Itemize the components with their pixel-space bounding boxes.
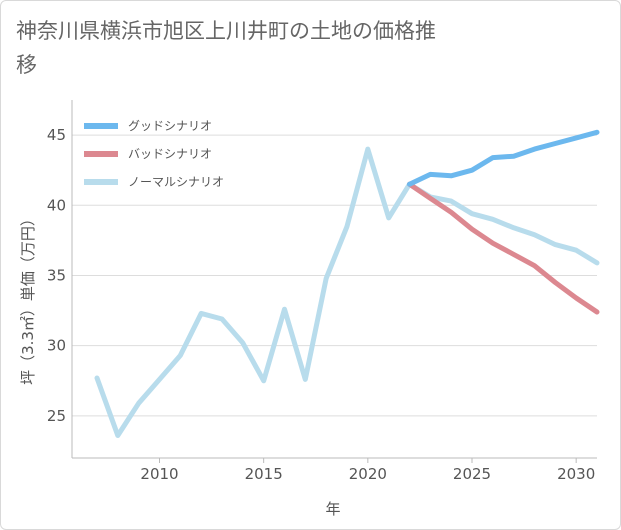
legend-label-0: グッドシナリオ	[128, 119, 212, 133]
y-tick-label: 40	[47, 196, 66, 214]
chart-title: 神奈川県横浜市旭区上川井町の土地の価格推移	[16, 19, 436, 77]
axis-layer: 25 30 35 40 45 2010 2015 2020 2025 2030	[47, 100, 597, 483]
legend-label-2: ノーマルシナリオ	[128, 175, 224, 189]
x-tick-label: 2030	[557, 465, 595, 483]
y-tick-label: 35	[47, 266, 66, 284]
x-tick-label: 2025	[453, 465, 491, 483]
y-tick-label: 45	[47, 126, 66, 144]
series-line-2	[94, 146, 600, 438]
y-axis-label: 坪（3.3㎡）単価（万円）	[19, 211, 37, 385]
x-axis-label: 年	[325, 500, 340, 518]
x-tick-label: 2015	[245, 465, 283, 483]
x-tick-label: 2010	[140, 465, 178, 483]
series-line-1	[407, 181, 600, 315]
legend-label-1: バッドシナリオ	[128, 147, 212, 161]
series-layer	[94, 129, 600, 438]
y-tick-label: 30	[47, 337, 66, 355]
grid-layer	[72, 134, 597, 417]
series-line-0	[407, 129, 600, 187]
y-tick-label: 25	[47, 407, 66, 425]
x-tick-label: 2020	[349, 465, 387, 483]
